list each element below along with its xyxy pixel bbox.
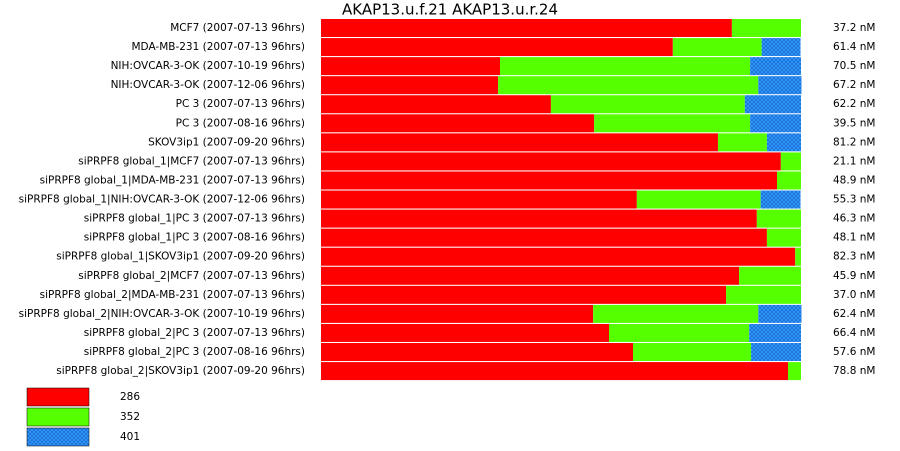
bar-segment [761,38,801,57]
bar-segment [500,57,751,76]
bar-segment [321,304,594,323]
bar-segment [795,247,801,266]
bar-segment [321,266,740,285]
bar-segment [788,362,801,381]
bar-segment [321,133,718,152]
y-tick-label: siPRPF8 global_1|SKOV3ip1 (2007-09-20 96… [56,251,305,263]
bar-segment [321,228,767,247]
y-tick-label: MCF7 (2007-07-13 96hrs) [170,22,305,34]
row-annotation: 48.9 nM [833,174,875,186]
row-annotation: 48.1 nM [833,232,875,244]
row-annotation: 21.1 nM [833,155,875,167]
bar-segment [756,209,801,228]
y-tick-label: NIH:OVCAR-3-OK (2007-12-06 96hrs) [111,79,305,91]
bar-segment [717,133,767,152]
bar-segment [751,343,801,362]
bar-segment [726,285,801,304]
y-tick-label: PC 3 (2007-07-13 96hrs) [176,98,305,110]
bar-segment [321,190,637,209]
bar-segment [321,285,727,304]
bar-segment [750,114,801,133]
row-annotation: 37.2 nM [833,22,875,34]
y-tick-label: PC 3 (2007-08-16 96hrs) [176,117,305,129]
y-tick-label: SKOV3ip1 (2007-09-20 96hrs) [148,136,305,148]
bar-segment [780,152,801,171]
bar-segment [321,95,551,114]
row-annotation: 67.2 nM [833,79,875,91]
bar-segment [766,228,801,247]
row-annotation: 82.3 nM [833,251,875,263]
bar-segment [498,76,759,95]
bar-segment [321,323,609,342]
row-annotation: 46.3 nM [833,213,875,225]
bar-segment [750,57,801,76]
y-tick-label: siPRPF8 global_1|PC 3 (2007-07-13 96hrs) [84,213,305,225]
row-annotation: 70.5 nM [833,60,875,72]
bar-segment [609,323,750,342]
bar-segment [550,95,745,114]
row-annotation: 62.4 nM [833,308,875,320]
bar-segment [744,95,801,114]
bar-segment [636,190,761,209]
y-tick-label: siPRPF8 global_1|PC 3 (2007-08-16 96hrs) [84,232,305,244]
legend-swatch [26,407,90,427]
y-tick-label: siPRPF8 global_2|NIH:OVCAR-3-OK (2007-10… [19,308,305,320]
bar-segment [594,114,751,133]
bar-segment [593,304,759,323]
bar-segment [321,38,673,57]
legend-label: 401 [120,431,140,443]
bar-segment [739,266,801,285]
row-annotation: 66.4 nM [833,327,875,339]
row-annotation: 57.6 nM [833,346,875,358]
y-tick-label: siPRPF8 global_2|SKOV3ip1 (2007-09-20 96… [56,365,305,377]
y-tick-label: siPRPF8 global_2|PC 3 (2007-08-16 96hrs) [84,346,305,358]
y-tick-label: siPRPF8 global_1|NIH:OVCAR-3-OK (2007-12… [19,194,305,206]
bar-segment [321,152,781,171]
legend-label: 286 [120,391,140,403]
chart-title: AKAP13.u.f.21 AKAP13.u.r.24 [342,1,558,19]
y-tick-label: siPRPF8 global_2|MDA-MB-231 (2007-07-13 … [40,289,305,301]
bar-segment [777,171,801,190]
bar-segment [321,114,595,133]
y-tick-label: siPRPF8 global_1|MDA-MB-231 (2007-07-13 … [40,174,305,186]
bar-segment [321,171,777,190]
bar-segment [731,19,801,37]
legend-swatch [26,427,90,447]
bar-segment [758,304,802,323]
bar-segment [321,362,789,381]
row-annotation: 55.3 nM [833,194,875,206]
bar-segment [321,209,757,228]
row-annotation: 81.2 nM [833,136,875,148]
bar-segment [321,19,732,37]
y-tick-label: siPRPF8 global_1|MCF7 (2007-07-13 96hrs) [78,155,305,167]
y-tick-label: NIH:OVCAR-3-OK (2007-10-19 96hrs) [111,60,305,72]
bar-segment [766,133,801,152]
bar-segment [321,57,501,76]
bar-segment [321,247,796,266]
y-tick-label: MDA-MB-231 (2007-07-13 96hrs) [132,41,306,53]
row-annotation: 62.2 nM [833,98,875,110]
row-annotation: 61.4 nM [833,41,875,53]
row-annotation: 78.8 nM [833,365,875,377]
bar-segment [633,343,752,362]
bar-segment [321,76,499,95]
legend-swatch [26,387,90,407]
row-annotation: 37.0 nM [833,289,875,301]
bar-segment [749,323,801,342]
legend-label: 352 [120,411,140,423]
bar-segment [321,343,633,362]
row-annotation: 39.5 nM [833,117,875,129]
bar-segment [760,190,801,209]
row-annotation: 45.9 nM [833,270,875,282]
bar-segment [672,38,762,57]
y-tick-label: siPRPF8 global_2|PC 3 (2007-07-13 96hrs) [84,327,305,339]
y-tick-label: siPRPF8 global_2|MCF7 (2007-07-13 96hrs) [78,270,305,282]
bar-segment [758,76,802,95]
